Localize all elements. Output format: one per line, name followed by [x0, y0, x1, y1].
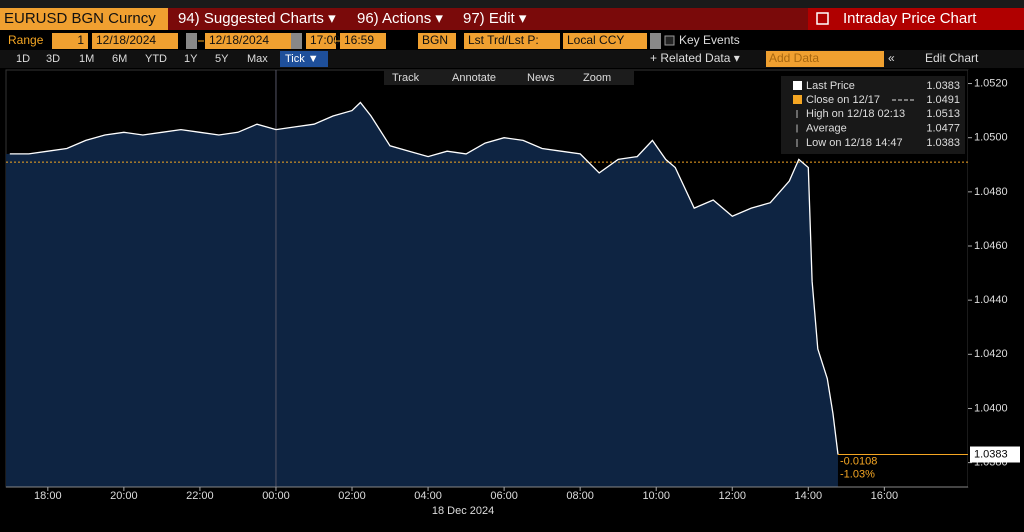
period-selected[interactable]: [280, 51, 328, 67]
period[interactable]: YTD: [145, 53, 167, 65]
field-icon[interactable]: [291, 33, 302, 49]
field-text[interactable]: 1: [77, 33, 84, 47]
tools-bar: [384, 70, 634, 85]
tool[interactable]: Zoom: [583, 72, 611, 84]
field-text[interactable]: Local CCY: [567, 33, 624, 47]
period[interactable]: 6M: [112, 53, 127, 65]
legend-label: Average: [806, 122, 847, 134]
tool[interactable]: Track: [392, 72, 420, 84]
key-events[interactable]: Key Events: [679, 33, 740, 47]
legend-swatch: [793, 95, 802, 104]
change: -0.0108: [840, 455, 877, 467]
y-tick-label: 1.0420: [974, 348, 1008, 360]
y-tick-label: 1.0480: [974, 186, 1008, 198]
field-text[interactable]: 17:00: [310, 33, 340, 47]
tool[interactable]: News: [527, 72, 555, 84]
field-text[interactable]: BGN: [422, 33, 448, 47]
y-axis: [968, 70, 1024, 487]
field[interactable]: [340, 33, 386, 49]
field-text[interactable]: Lst Trd/Lst P:: [468, 33, 539, 47]
field[interactable]: [418, 33, 456, 49]
y-tick-label: 1.0400: [974, 402, 1008, 414]
last-box: [970, 446, 1020, 463]
last-label: 1.0383: [974, 448, 1008, 460]
menu-bar: [0, 8, 1024, 30]
field-text[interactable]: 12/18/2024: [96, 33, 156, 47]
y-tick-label: 1.0460: [974, 240, 1008, 252]
edit-chart[interactable]: Edit Chart: [925, 51, 979, 65]
y-tick-label: 1.0500: [974, 132, 1008, 144]
page-title: Intraday Price Chart: [843, 10, 977, 27]
legend-label: Low on 12/18 14:47: [806, 137, 903, 149]
legend-value: 1.0383: [926, 80, 960, 92]
period[interactable]: 1M: [79, 53, 94, 65]
field[interactable]: [205, 33, 291, 49]
add-data[interactable]: Add Data: [769, 51, 819, 65]
x-tick-label: 02:00: [338, 490, 366, 502]
x-tick-label: 12:00: [718, 490, 746, 502]
change-pct: -1.03%: [840, 468, 875, 480]
legend-label: Last Price: [806, 80, 855, 92]
security-box[interactable]: [0, 8, 168, 30]
x-tick-label: 10:00: [642, 490, 670, 502]
add-data-box[interactable]: [766, 51, 884, 67]
area: [6, 102, 838, 487]
field[interactable]: [92, 33, 178, 49]
security[interactable]: EURUSD BGN Curncy: [4, 10, 156, 27]
x-tick-label: 18:00: [34, 490, 62, 502]
menu[interactable]: 94) Suggested Charts ▾: [178, 10, 336, 27]
range-label: Range: [8, 33, 44, 47]
field[interactable]: [563, 33, 647, 49]
legend-value: 1.0383: [926, 137, 960, 149]
title-box: [808, 8, 1024, 30]
legend-label: High on 12/18 02:13: [806, 108, 905, 120]
legend-box: [781, 76, 965, 154]
period[interactable]: Max: [247, 53, 268, 65]
popout-icon[interactable]: [816, 12, 829, 25]
field-icon[interactable]: [650, 33, 661, 49]
legend-value: 1.0491: [926, 94, 960, 106]
x-tick-label: 00:00: [262, 490, 290, 502]
related-data[interactable]: + Related Data ▾: [650, 51, 740, 65]
x-tick-label: 16:00: [871, 490, 899, 502]
field[interactable]: [52, 33, 88, 49]
period[interactable]: 1Y: [184, 53, 198, 65]
period[interactable]: 1D: [16, 53, 30, 65]
field-text[interactable]: 16:59: [344, 33, 374, 47]
field-text[interactable]: 12/18/2024: [209, 33, 269, 47]
y-tick-label: 1.0520: [974, 77, 1008, 89]
x-tick-label: 04:00: [414, 490, 442, 502]
period[interactable]: 3D: [46, 53, 60, 65]
x-tick-label: 22:00: [186, 490, 214, 502]
x-tick-label: 06:00: [490, 490, 518, 502]
x-tick-label: 08:00: [566, 490, 594, 502]
field[interactable]: [464, 33, 560, 49]
x-tick-label: 14:00: [795, 490, 823, 502]
legend-swatch: [793, 81, 802, 90]
menu[interactable]: 96) Actions ▾: [357, 10, 443, 27]
period[interactable]: Tick ▼: [285, 53, 319, 65]
legend-value: 1.0513: [926, 108, 960, 120]
checkbox[interactable]: [664, 35, 675, 46]
field[interactable]: [306, 33, 336, 49]
y-tick-label: 1.0440: [974, 294, 1008, 306]
x-axis-label: 18 Dec 2024: [432, 505, 494, 517]
legend-label: Close on 12/17: [806, 94, 880, 106]
collapse[interactable]: «: [888, 51, 895, 65]
tool[interactable]: Annotate: [452, 72, 496, 84]
status-strip: [0, 0, 1024, 8]
field-icon[interactable]: [186, 33, 197, 49]
menu[interactable]: 97) Edit ▾: [463, 10, 527, 27]
price-line: [9, 101, 839, 455]
x-tick-label: 20:00: [110, 490, 138, 502]
period[interactable]: 5Y: [215, 53, 229, 65]
legend-value: 1.0477: [926, 122, 960, 134]
